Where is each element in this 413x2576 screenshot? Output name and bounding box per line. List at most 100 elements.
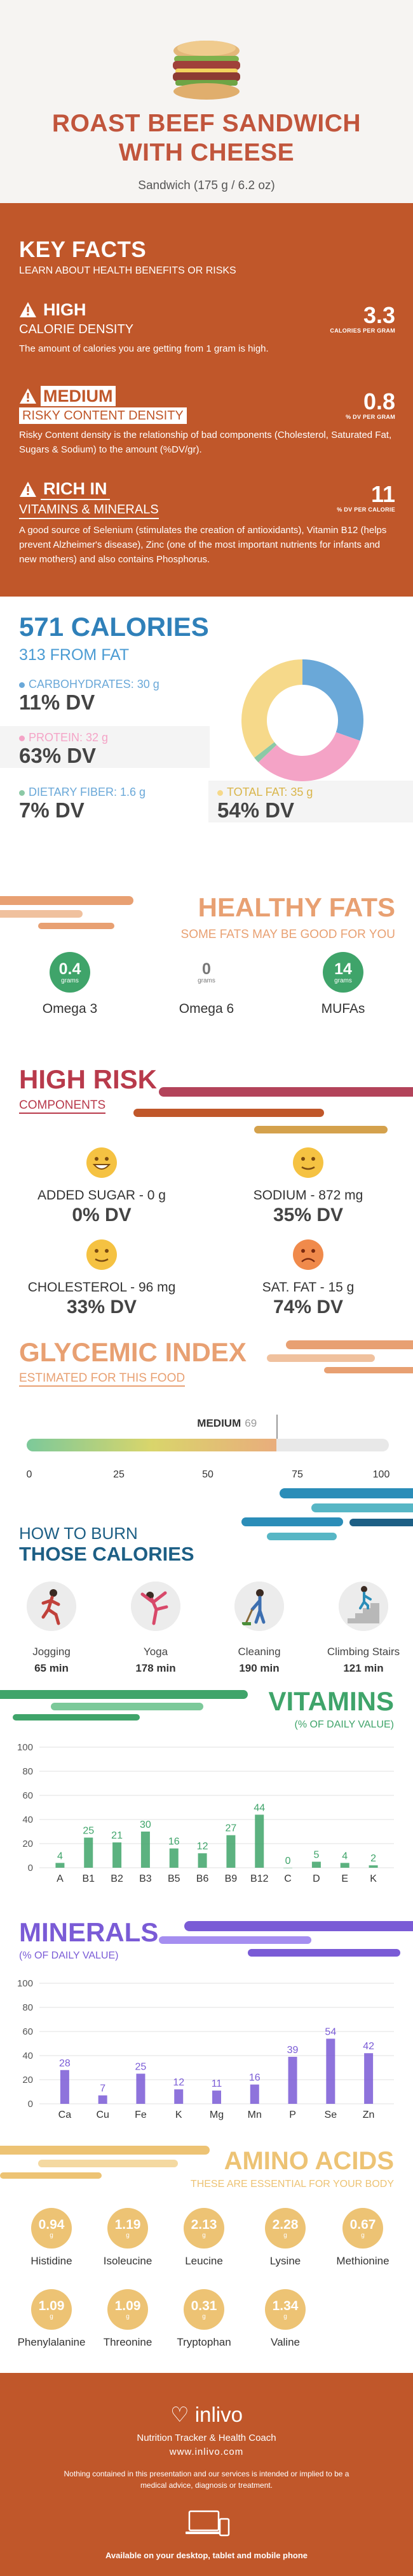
amino-phenylalanine: 1.09 g Phenylalanine <box>14 2289 89 2349</box>
decorative-stripe <box>133 1109 324 1117</box>
minerals-category-label: Mg <box>210 2110 224 2120</box>
vitamins-category-label: K <box>370 1873 377 1884</box>
minerals-category-label: Zn <box>363 2110 375 2120</box>
activity-yoga: Yoga 178 min <box>108 1582 203 1675</box>
amino-circle: 0.67 g <box>342 2208 383 2249</box>
amino-leucine: 2.13 g Leucine <box>166 2208 241 2268</box>
activity-cleaning: Cleaning 190 min <box>212 1582 307 1675</box>
vitamins-bar-e <box>340 1863 349 1868</box>
decorative-stripes <box>0 2146 210 2179</box>
warning-icon <box>20 482 36 497</box>
donut-slice-protein <box>258 732 360 781</box>
fat-omega-3: 0.4 grams Omega 3 <box>32 952 108 1017</box>
activity-climbing-stairs: Climbing Stairs 121 min <box>316 1582 411 1675</box>
donut-slice-dietary-fiber <box>254 742 277 763</box>
healthy-fats-title: HEALTHY FATS <box>198 892 395 922</box>
cholesterol-dv: 33% DV <box>66 1297 137 1318</box>
fat-label: TOTAL FAT: 35 g <box>227 786 313 798</box>
sugar-label: ADDED SUGAR - 0 g <box>37 1188 166 1203</box>
vitamins-category-label: B6 <box>196 1873 209 1884</box>
minerals-category-label: Ca <box>58 2110 72 2120</box>
density-unit: CALORIES PER GRAM <box>330 327 395 334</box>
high-risk-title: HIGH RISK <box>19 1064 158 1094</box>
amino-unit: g <box>50 2231 53 2239</box>
vitamins-ytick: 100 <box>17 1742 33 1753</box>
brand-url[interactable]: www.inlivo.com <box>169 2447 244 2457</box>
vitamins-value-label: 27 <box>226 1823 237 1834</box>
amino-lysine: 2.28 g Lysine <box>248 2208 323 2268</box>
high-risk: HIGH RISK COMPONENTS ADDED SUGAR - 0 g 0… <box>0 1052 413 1324</box>
vitamins-category-label: B2 <box>111 1873 123 1884</box>
brand-name: inlivo <box>194 2403 243 2426</box>
amino-value: 0.31 <box>191 2298 217 2313</box>
amino-circle: 2.28 g <box>265 2208 306 2249</box>
fiber-label: DIETARY FIBER: 1.6 g <box>29 786 146 798</box>
amino-name: Lysine <box>269 2255 301 2267</box>
key-facts-title: KEY FACTS <box>19 237 147 262</box>
amino-subtitle: THESE ARE ESSENTIAL FOR YOUR BODY <box>190 2179 394 2190</box>
vitamins-category-label: D <box>313 1873 320 1884</box>
carbs-dv: 11% DV <box>19 690 95 714</box>
minerals-ytick: 40 <box>22 2051 33 2061</box>
amino-value: 2.28 <box>272 2217 299 2232</box>
nutrient-protein: PROTEIN: 32 g 63% DV <box>0 726 210 768</box>
minerals-bar-p <box>288 2056 297 2104</box>
minerals-bar-cu <box>98 2095 107 2104</box>
amino-value: 1.09 <box>38 2298 65 2313</box>
donut-slice-total-fat <box>241 659 302 758</box>
vitamins-ytick: 20 <box>22 1839 33 1849</box>
cleaning-name: Cleaning <box>238 1646 281 1658</box>
vitamins-unit: % DV PER CALORIE <box>337 506 395 513</box>
glycemic-bar <box>27 1439 389 1451</box>
fat-mufas: 14 grams MUFAs <box>305 952 381 1017</box>
amino-name: Valine <box>271 2336 300 2348</box>
decorative-stripe <box>159 1087 413 1097</box>
jogging-time: 65 min <box>34 1662 69 1674</box>
risky-value: 0.8 <box>363 388 395 414</box>
minerals-subtitle: (% OF DAILY VALUE) <box>19 1950 119 1961</box>
amino-value: 2.13 <box>191 2217 217 2232</box>
minerals-category-label: K <box>175 2110 182 2120</box>
glycemic-readout: MEDIUM 69 <box>197 1417 257 1430</box>
vitamins-category-label: B3 <box>139 1873 152 1884</box>
minerals-bar-fe <box>136 2073 146 2104</box>
vitamins-ytick: 80 <box>22 1766 33 1777</box>
minerals-value-label: 54 <box>325 2026 336 2037</box>
title-line-2: WITH CHEESE <box>118 139 295 166</box>
density-description: The amount of calories you are getting f… <box>19 343 269 354</box>
sodium-label: SODIUM - 872 mg <box>253 1188 363 1203</box>
vitamins-value-label: 30 <box>140 1820 151 1830</box>
minerals-category-label: P <box>289 2110 296 2120</box>
minerals-category-label: Fe <box>135 2110 147 2120</box>
burn-title-2: THOSE CALORIES <box>19 1543 194 1565</box>
amino-unit: g <box>126 2231 130 2239</box>
minerals-value-label: 39 <box>287 2045 299 2056</box>
risky-unit: % DV PER GRAM <box>346 414 395 420</box>
vitamins: VITAMINS (% OF DAILY VALUE) 0 20 40 60 80 100… <box>0 1680 413 1896</box>
amino-value: 0.67 <box>349 2217 376 2232</box>
fiber-dv: 7% DV <box>19 798 85 822</box>
footer: ♡ inlivo Nutrition Tracker & Health Coac… <box>0 2373 413 2576</box>
minerals-bar-se <box>326 2038 335 2104</box>
vitamins-value-label: 12 <box>197 1841 208 1852</box>
vitamins-description: A good source of Selenium (stimulates th… <box>19 525 387 565</box>
amino-methionine: 0.67 g Methionine <box>325 2208 400 2268</box>
vitamins-category-label: B12 <box>250 1873 269 1884</box>
minerals-value-label: 42 <box>363 2041 374 2052</box>
minerals-category-label: Mn <box>248 2110 262 2120</box>
glycemic-level: MEDIUM <box>197 1417 241 1429</box>
amino-tryptophan: 0.31 g Tryptophan <box>166 2289 241 2349</box>
smile-face-icon <box>86 1147 117 1178</box>
vitamins-bar-b1 <box>84 1837 93 1868</box>
vitamins-category-label: B9 <box>225 1873 238 1884</box>
key-facts: KEY FACTS LEARN ABOUT HEALTH BENEFITS OR… <box>0 203 413 597</box>
vitamins-title: VITAMINS <box>268 1686 394 1716</box>
amino-circle: 1.09 g <box>107 2289 148 2330</box>
vitamins-bar-b6 <box>198 1853 207 1868</box>
key-fact-calorie-density: HIGH CALORIE DENSITY The amount of calor… <box>19 300 395 356</box>
amino-circle: 0.31 g <box>184 2289 224 2330</box>
vitamins-category: VITAMINS & MINERALS <box>19 501 159 519</box>
amino-circle: 1.19 g <box>107 2208 148 2249</box>
amino-name: Threonine <box>103 2336 152 2348</box>
vitamins-bar-b2 <box>112 1842 122 1868</box>
